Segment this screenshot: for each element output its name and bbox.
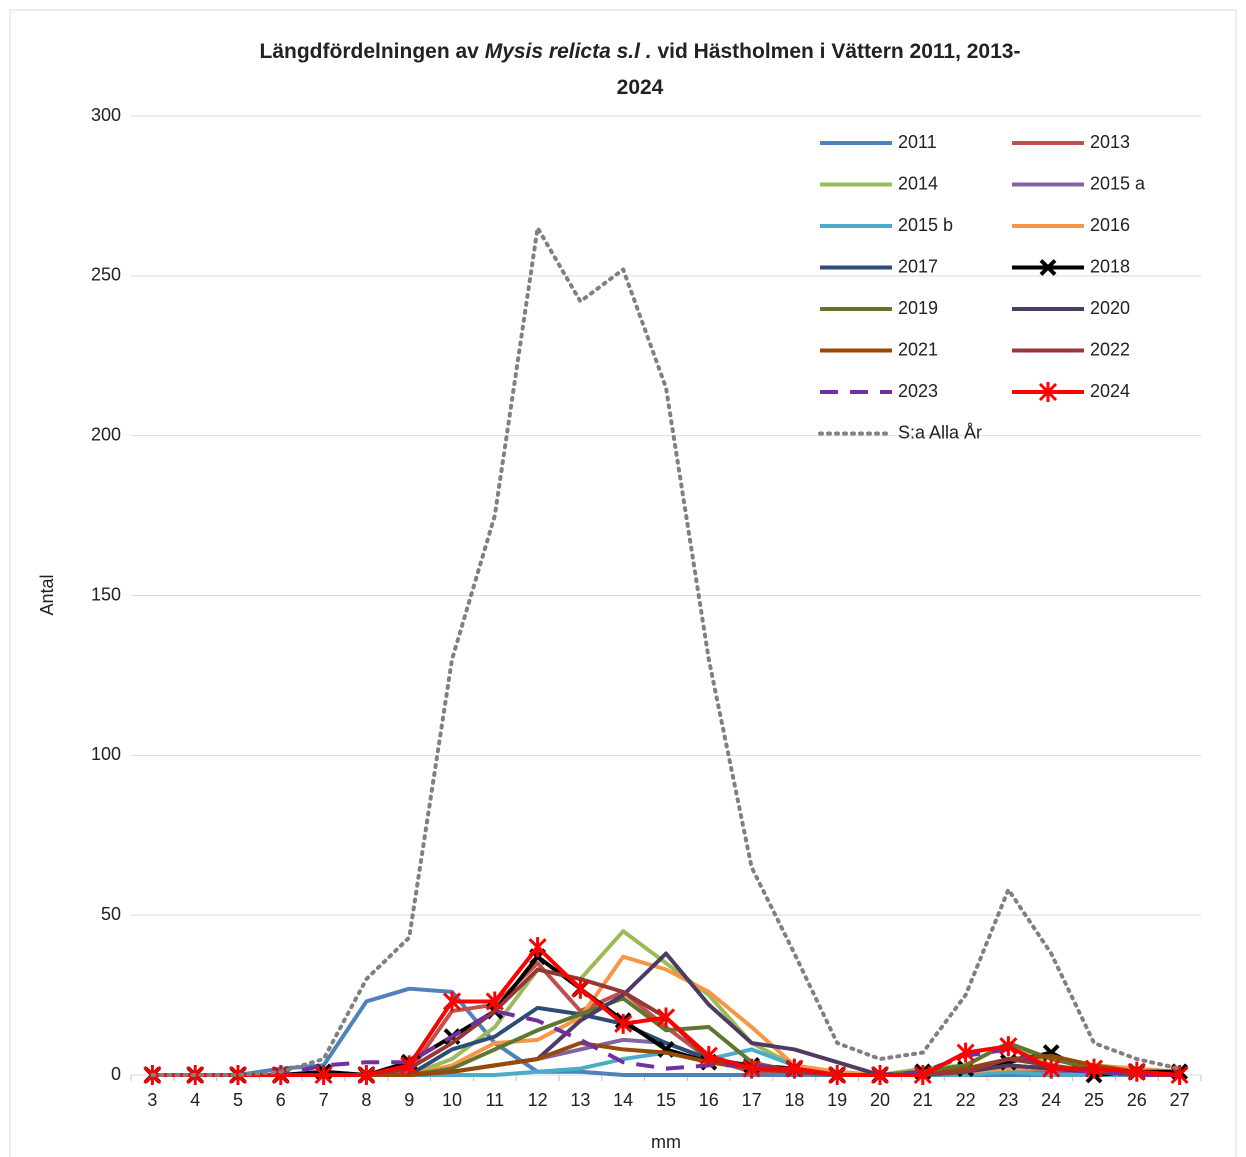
y-tick-label: 200 <box>91 424 121 444</box>
line-marker <box>614 1013 633 1034</box>
title-part: Mysis relicta s.l . <box>485 40 652 63</box>
line-marker <box>1039 259 1057 276</box>
x-tick-label: 26 <box>1127 1090 1147 1110</box>
y-tick-label: 100 <box>91 744 121 764</box>
x-tick-label: 5 <box>233 1090 243 1110</box>
x-tick-label: 12 <box>528 1090 548 1110</box>
x-tick-label: 15 <box>656 1090 676 1110</box>
x-tick-label: 20 <box>870 1090 890 1110</box>
y-tick-label: 300 <box>91 105 121 125</box>
x-tick-label: 7 <box>319 1090 329 1110</box>
line-marker <box>999 1036 1018 1057</box>
legend-label: S:a Alla År <box>898 422 982 442</box>
title-part: 2024 <box>617 76 664 99</box>
x-tick-label: 19 <box>827 1090 847 1110</box>
line-marker <box>1127 1061 1146 1082</box>
line-marker <box>913 1065 932 1085</box>
line-marker <box>656 1007 676 1028</box>
line-marker <box>228 1065 248 1085</box>
chart-frame <box>9 9 1237 1157</box>
legend-label: 2021 <box>898 339 938 359</box>
line-marker <box>956 1042 975 1063</box>
x-tick-label: 25 <box>1084 1090 1104 1110</box>
legend-label: 2018 <box>1090 256 1130 276</box>
x-tick-label: 18 <box>784 1090 804 1110</box>
legend-label: 2013 <box>1090 132 1130 152</box>
line-marker <box>528 937 547 958</box>
line-marker <box>828 1065 847 1085</box>
legend-label: 2024 <box>1090 381 1130 401</box>
legend-label: 2014 <box>898 173 938 193</box>
y-tick-label: 250 <box>91 265 121 285</box>
y-tick-label: 0 <box>111 1064 121 1084</box>
x-tick-label: 6 <box>276 1090 286 1110</box>
x-axis-label: mm <box>651 1132 681 1152</box>
legend-label: 2015 b <box>898 215 953 235</box>
line-marker <box>400 1055 419 1076</box>
line-marker <box>1170 1065 1189 1085</box>
x-tick-label: 24 <box>1041 1090 1061 1110</box>
line-marker <box>870 1065 890 1085</box>
x-tick-label: 22 <box>956 1090 976 1110</box>
line-marker <box>742 1058 761 1079</box>
line-marker <box>1038 382 1058 402</box>
x-tick-label: 9 <box>404 1090 414 1110</box>
legend-label: 2022 <box>1090 339 1130 359</box>
legend-label: 2015 a <box>1090 173 1146 193</box>
title-part: Längdfördelningen av <box>260 40 485 63</box>
x-tick-label: 4 <box>190 1090 200 1110</box>
x-tick-label: 23 <box>998 1090 1018 1110</box>
legend-label: 2011 <box>898 132 937 152</box>
legend-label: 2020 <box>1090 298 1130 318</box>
x-tick-label: 13 <box>570 1090 590 1110</box>
x-tick-label: 17 <box>742 1090 762 1110</box>
line-marker <box>485 991 504 1012</box>
series-line <box>150 225 1182 1077</box>
line-marker <box>699 1045 718 1066</box>
legend-label: 2017 <box>898 256 938 276</box>
legend-label: 2019 <box>898 298 938 318</box>
x-tick-label: 21 <box>913 1090 933 1110</box>
line-marker <box>357 1065 376 1085</box>
line-marker <box>785 1058 804 1079</box>
line-marker <box>571 978 590 999</box>
y-tick-label: 50 <box>101 904 121 924</box>
legend-label: 2016 <box>1090 215 1130 235</box>
x-tick-label: 3 <box>147 1090 157 1110</box>
line-marker <box>442 991 462 1012</box>
line-marker <box>1084 1058 1104 1079</box>
x-tick-label: 27 <box>1170 1090 1190 1110</box>
x-tick-label: 11 <box>485 1090 504 1110</box>
x-tick-label: 14 <box>613 1090 633 1110</box>
line-marker <box>314 1065 333 1085</box>
chart-title: Längdfördelningen av Mysis relicta s.l .… <box>260 40 1021 99</box>
legend-label: 2023 <box>898 381 938 401</box>
y-axis-label: Antal <box>37 574 57 615</box>
x-tick-label: 10 <box>442 1090 462 1110</box>
x-tick-label: 8 <box>361 1090 371 1110</box>
y-tick-label: 150 <box>91 584 121 604</box>
line-marker <box>1042 1058 1061 1079</box>
title-part: vid Hästholmen i Vättern 2011, 2013- <box>652 40 1021 63</box>
x-tick-label: 16 <box>699 1090 719 1110</box>
